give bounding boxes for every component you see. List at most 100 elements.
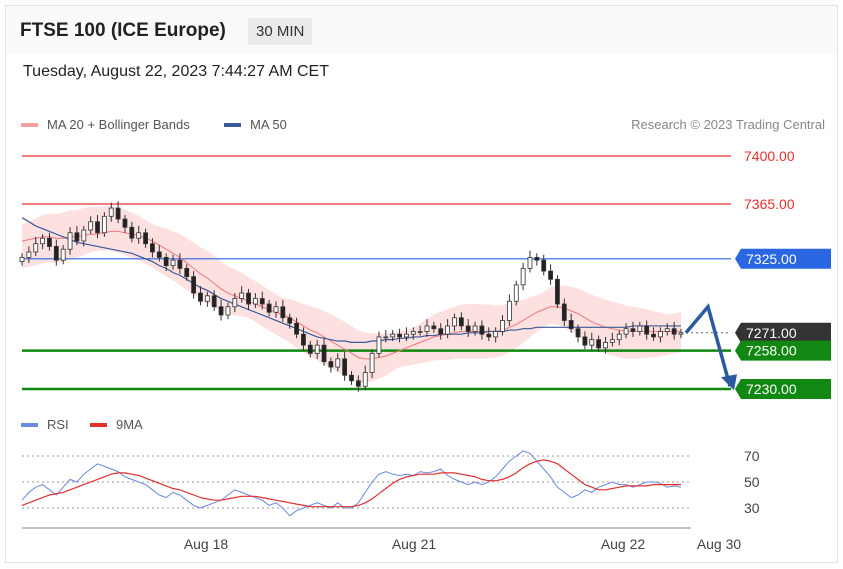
- candle: [252, 298, 258, 305]
- candle: [424, 325, 430, 332]
- candle: [582, 336, 588, 346]
- candle: [486, 333, 492, 338]
- legend-ma50: MA 50: [224, 117, 287, 132]
- x-tick-Aug-21: Aug 21: [392, 536, 437, 552]
- candle: [246, 292, 251, 305]
- candle: [671, 328, 677, 335]
- candle: [307, 344, 313, 354]
- level-label-7325.00: 7325.00: [746, 251, 797, 267]
- candle: [342, 358, 348, 376]
- price-chart: 7400.00 7365.00 7325.00 7271.00 7258.00 7230.…: [19, 148, 831, 552]
- legend-rsi-label: RSI: [47, 417, 69, 432]
- candle: [150, 243, 155, 253]
- x-tick-Aug-22: Aug 22: [601, 536, 646, 552]
- candle: [74, 232, 80, 242]
- candle: [623, 328, 629, 335]
- candle: [445, 325, 451, 335]
- candle: [335, 358, 341, 368]
- candle: [115, 207, 121, 220]
- legend-ma50-label: MA 50: [250, 117, 287, 132]
- candle: [458, 317, 464, 327]
- level-tag-7271.00: [735, 322, 831, 343]
- candle: [589, 339, 595, 346]
- candle: [108, 207, 114, 217]
- candle: [67, 232, 73, 250]
- candle: [534, 257, 540, 261]
- candle: [452, 317, 457, 327]
- candle: [198, 292, 203, 302]
- candle: [53, 246, 59, 261]
- candle: [383, 336, 389, 339]
- candle: [88, 221, 94, 231]
- candle: [163, 257, 169, 267]
- candle: [349, 374, 354, 382]
- candle: [170, 259, 176, 267]
- candle: [280, 306, 286, 319]
- candle: [555, 278, 560, 305]
- legend-9ma: 9MA: [90, 417, 143, 432]
- candle: [644, 325, 650, 335]
- candle: [156, 251, 162, 258]
- level-tag-7325.00: [735, 248, 831, 269]
- candle: [568, 320, 574, 330]
- candle: [60, 248, 66, 261]
- candle: [561, 303, 567, 321]
- candle: [314, 344, 320, 354]
- candle: [630, 328, 636, 332]
- candle: [191, 276, 197, 294]
- candle: [26, 251, 32, 258]
- timestamp: Tuesday, August 22, 2023 7:44:27 AM CET: [23, 63, 329, 80]
- candle: [184, 267, 190, 278]
- candle: [81, 229, 87, 242]
- candle: [362, 372, 368, 387]
- research-credit: Research © 2023 Trading Central: [631, 117, 825, 132]
- candle: [369, 352, 375, 373]
- rsi-tick-30: 30: [744, 500, 760, 516]
- candle: [513, 284, 519, 302]
- candle: [40, 237, 45, 245]
- candle: [390, 333, 396, 338]
- candle: [500, 320, 505, 332]
- candle: [355, 380, 361, 387]
- candle: [417, 331, 423, 333]
- candle: [603, 341, 608, 349]
- timeframe-badge[interactable]: 30 MIN: [248, 18, 313, 45]
- level-tag-7258.00: [735, 340, 831, 361]
- candle: [328, 361, 334, 368]
- candle: [404, 333, 409, 338]
- candle: [575, 328, 581, 338]
- rsi-tick-50: 50: [744, 474, 760, 490]
- candle: [658, 331, 663, 338]
- x-tick-Aug-30: Aug 30: [697, 536, 742, 552]
- chart-header: FTSE 100 (ICE Europe) 30 MIN: [6, 6, 837, 54]
- level-label-7230.00: 7230.00: [746, 381, 797, 397]
- candle: [95, 221, 100, 234]
- chart-frame: FTSE 100 (ICE Europe) 30 MIN Tuesday, Au…: [5, 5, 838, 563]
- level-label-7400.00: 7400.00: [744, 148, 795, 164]
- candle: [664, 328, 670, 332]
- candle: [47, 237, 52, 247]
- candle: [651, 333, 656, 338]
- instrument-title: FTSE 100 (ICE Europe): [20, 20, 226, 41]
- candle: [472, 325, 478, 332]
- candle: [204, 295, 210, 302]
- candle: [211, 295, 217, 308]
- level-tag-7230.00: [735, 379, 831, 399]
- candle: [225, 306, 231, 316]
- candle: [438, 328, 444, 335]
- candle: [678, 332, 684, 335]
- candle: [19, 257, 25, 262]
- candle: [301, 333, 306, 346]
- candle: [239, 292, 245, 299]
- legend-rsi: RSI: [21, 417, 69, 432]
- candle: [129, 226, 135, 239]
- candle: [177, 259, 183, 269]
- candle: [493, 331, 499, 338]
- ma20-swatch: [21, 122, 38, 127]
- candle: [506, 300, 512, 321]
- legend-ma20: MA 20 + Bollinger Bands: [21, 117, 190, 132]
- ma9-swatch: [90, 422, 107, 427]
- candle: [609, 339, 615, 343]
- ma50-swatch: [224, 122, 241, 127]
- candle: [479, 325, 485, 335]
